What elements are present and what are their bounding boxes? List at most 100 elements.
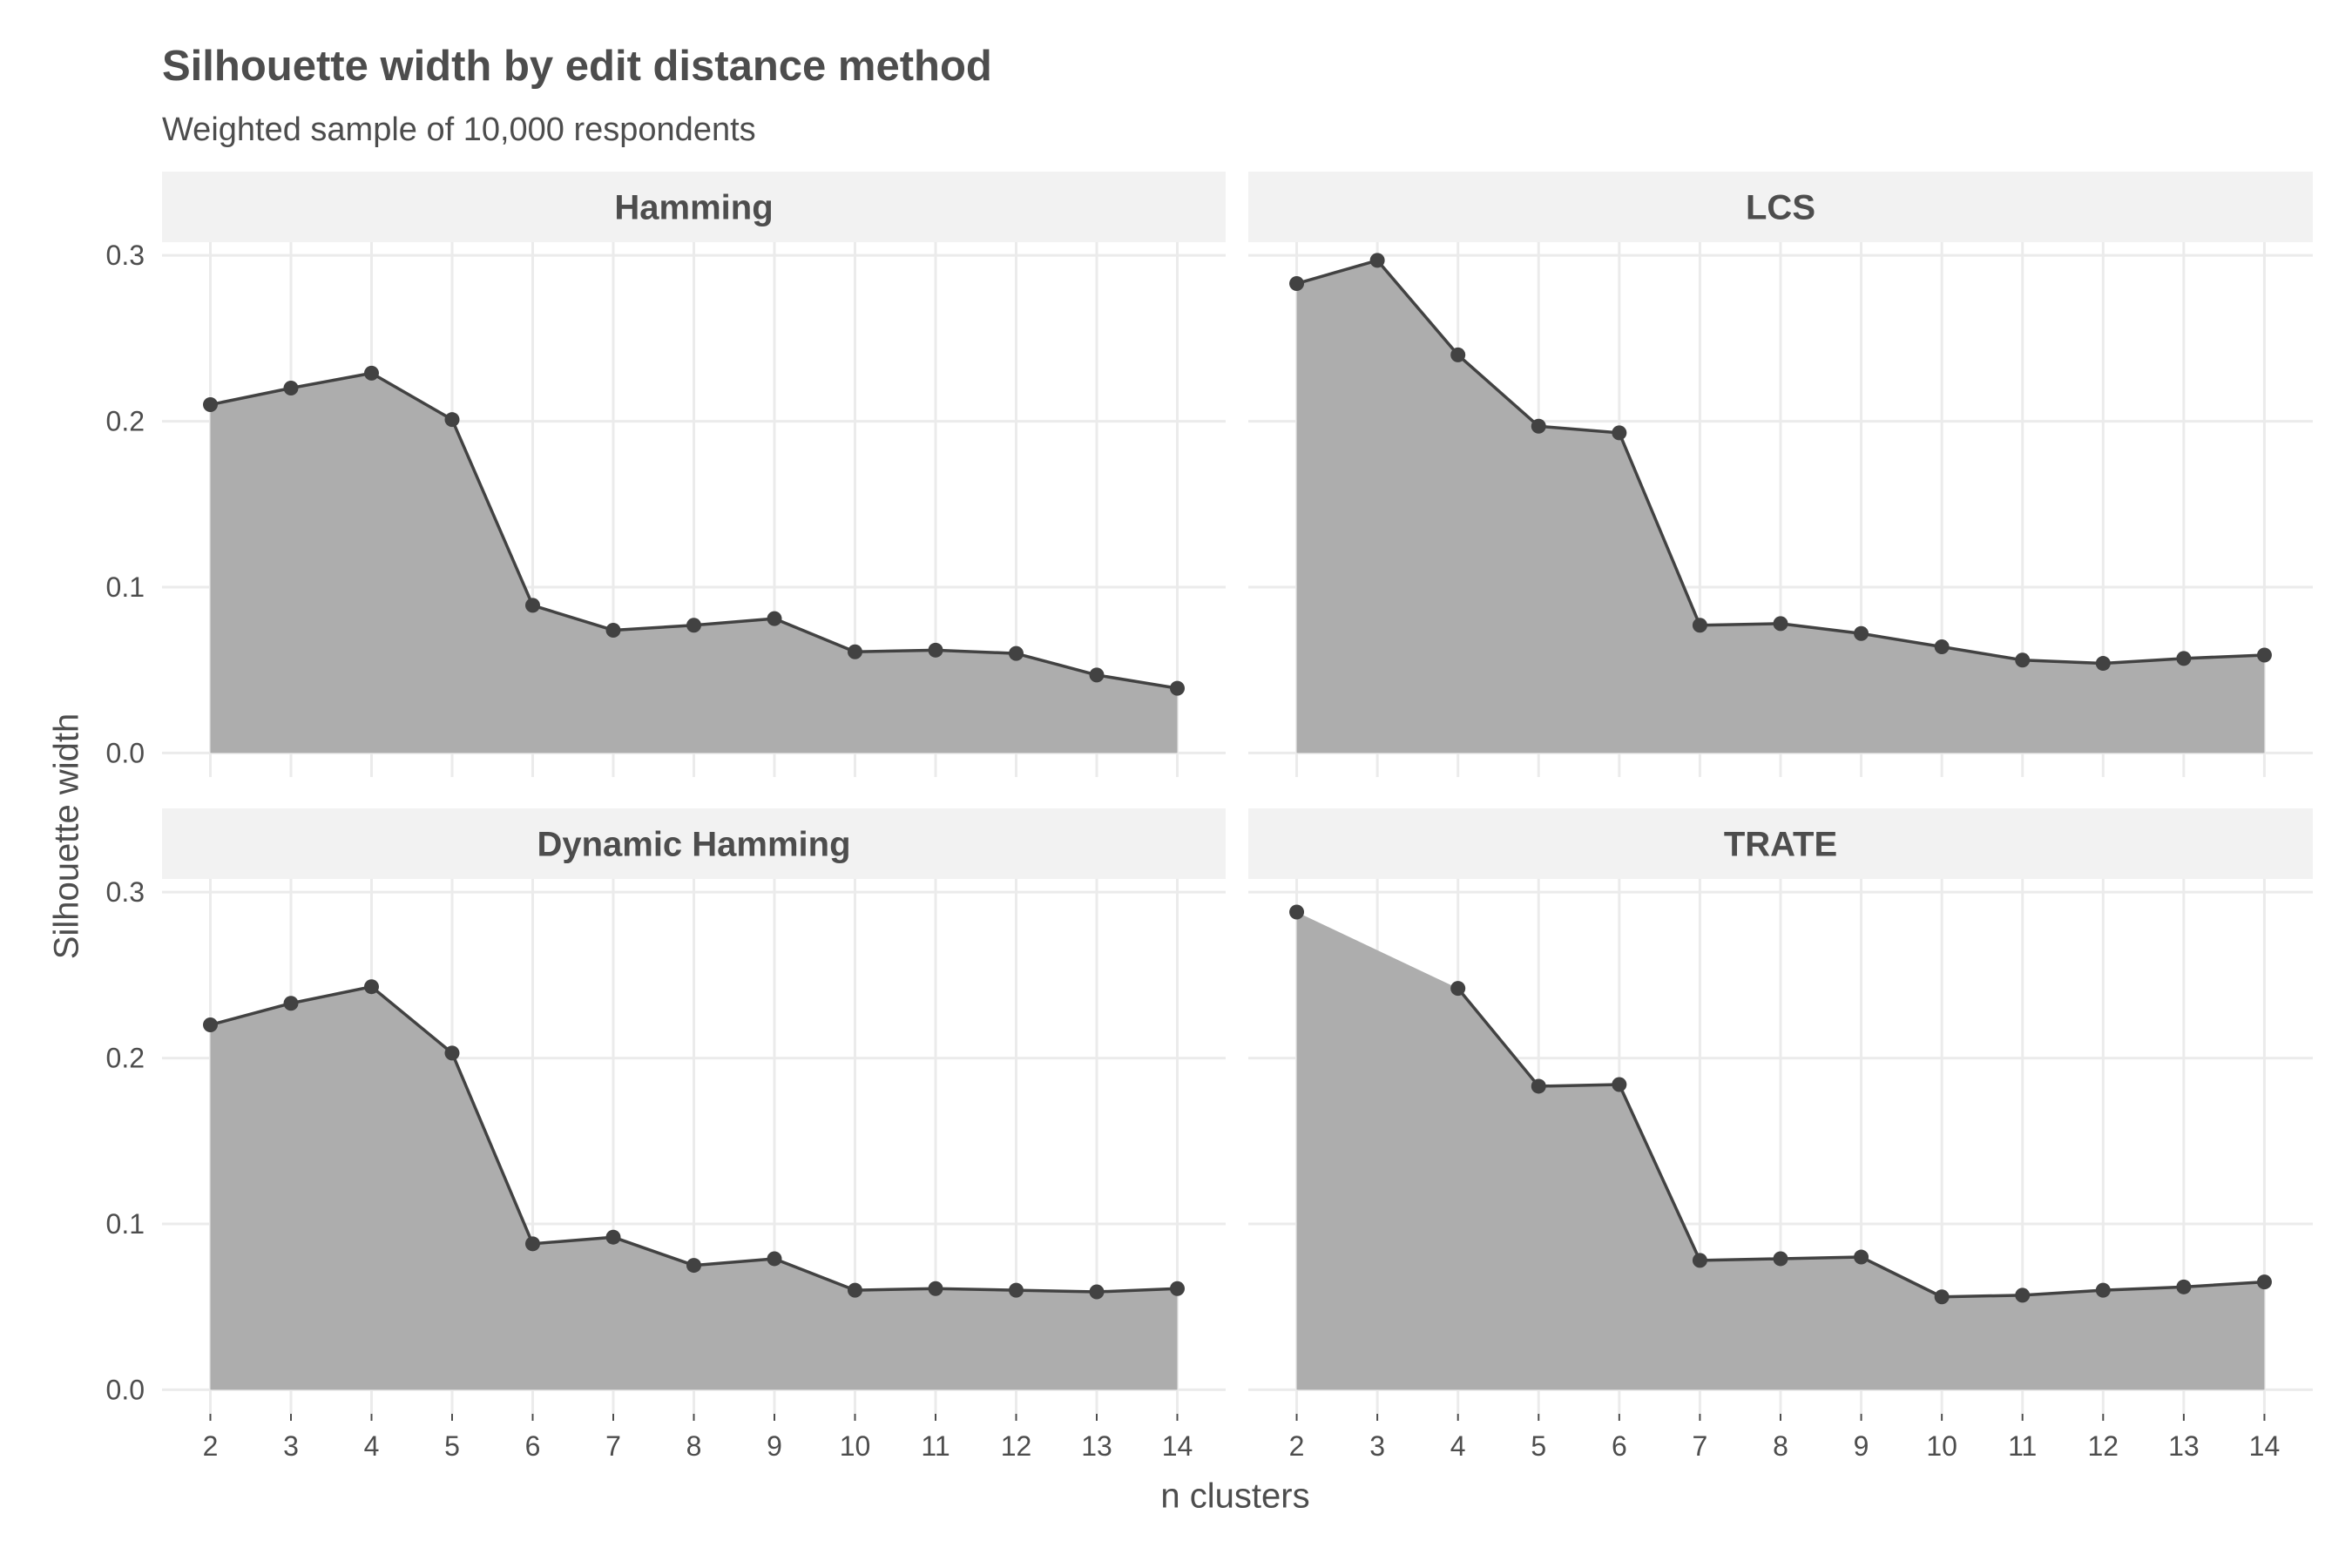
data-point-lcs-5 [1531, 418, 1546, 434]
data-point-hamming-5 [444, 412, 460, 428]
facet-strip-dynamic-hamming [162, 808, 1226, 879]
data-point-hamming-11 [928, 642, 943, 658]
data-point-lcs-11 [2015, 652, 2031, 668]
x-tick-label: 4 [1450, 1430, 1466, 1462]
y-tick-label: 0.2 [106, 1043, 145, 1074]
data-point-lcs-10 [1934, 639, 1950, 655]
x-tick-label: 12 [2088, 1430, 2119, 1462]
data-point-trate-7 [1692, 1253, 1707, 1268]
data-point-trate-5 [1531, 1078, 1546, 1094]
x-tick-label: 3 [283, 1430, 299, 1462]
data-point-hamming-8 [686, 618, 701, 633]
data-point-lcs-13 [2176, 651, 2192, 666]
data-point-lcs-7 [1692, 618, 1707, 633]
data-point-dynamic-hamming-11 [928, 1281, 943, 1296]
facet-strip-lcs [1248, 172, 2313, 242]
data-point-trate-8 [1773, 1251, 1788, 1267]
data-point-hamming-14 [1170, 680, 1185, 696]
data-point-dynamic-hamming-14 [1170, 1281, 1185, 1296]
data-point-hamming-6 [525, 598, 540, 613]
x-tick-label: 6 [1612, 1430, 1627, 1462]
y-tick-label: 0.1 [106, 571, 145, 603]
y-tick-label: 0.3 [106, 876, 145, 908]
x-tick-label: 9 [1854, 1430, 1869, 1462]
facet-title-lcs: LCS [1746, 189, 1815, 227]
data-point-dynamic-hamming-12 [1009, 1282, 1024, 1298]
data-point-trate-6 [1612, 1077, 1627, 1092]
x-tick-label: 2 [203, 1430, 219, 1462]
y-tick-label: 0.2 [106, 406, 145, 437]
y-tick-label: 0.1 [106, 1208, 145, 1240]
x-tick-label: 14 [1162, 1430, 1193, 1462]
data-point-lcs-2 [1289, 276, 1305, 292]
x-tick-label: 6 [525, 1430, 541, 1462]
data-point-trate-12 [2095, 1282, 2111, 1298]
facet-title-trate: TRATE [1724, 826, 1837, 864]
facet-title-dynamic-hamming: Dynamic Hamming [537, 826, 850, 864]
x-tick-label: 10 [840, 1430, 871, 1462]
data-point-lcs-8 [1773, 616, 1788, 632]
x-tick-label: 3 [1369, 1430, 1385, 1462]
x-tick-label: 8 [1773, 1430, 1788, 1462]
x-tick-label: 7 [1693, 1430, 1708, 1462]
x-tick-label: 13 [1081, 1430, 1112, 1462]
data-point-dynamic-hamming-6 [525, 1236, 540, 1252]
data-point-lcs-9 [1854, 625, 1869, 641]
x-axis-label: n clusters [1160, 1477, 1310, 1516]
x-tick-label: 11 [2008, 1430, 2037, 1462]
x-tick-label: 4 [364, 1430, 380, 1462]
data-point-hamming-4 [364, 365, 379, 381]
data-point-dynamic-hamming-5 [444, 1045, 460, 1061]
data-point-lcs-3 [1369, 253, 1385, 268]
facet-title-hamming: Hamming [614, 189, 773, 227]
data-point-dynamic-hamming-2 [203, 1017, 218, 1032]
facet-strip-trate [1248, 808, 2313, 879]
data-point-lcs-12 [2095, 656, 2111, 672]
data-point-trate-2 [1289, 904, 1305, 920]
data-point-dynamic-hamming-10 [848, 1282, 862, 1298]
x-tick-label: 10 [1926, 1430, 1957, 1462]
data-point-hamming-13 [1089, 667, 1105, 683]
y-tick-label: 0.0 [106, 737, 145, 768]
area-trate [1296, 912, 2265, 1390]
data-point-dynamic-hamming-8 [686, 1258, 701, 1274]
y-tick-label: 0.3 [106, 240, 145, 271]
data-point-dynamic-hamming-13 [1089, 1284, 1105, 1300]
data-point-trate-4 [1450, 981, 1466, 997]
x-tick-label: 9 [767, 1430, 782, 1462]
data-point-trate-11 [2015, 1288, 2031, 1303]
chart-subtitle: Weighted sample of 10,000 respondents [162, 112, 756, 148]
data-point-lcs-4 [1450, 347, 1466, 362]
data-point-hamming-9 [767, 611, 782, 626]
data-point-dynamic-hamming-7 [605, 1229, 621, 1245]
x-tick-label: 2 [1289, 1430, 1305, 1462]
data-point-lcs-14 [2256, 647, 2272, 663]
data-point-hamming-3 [283, 380, 299, 395]
data-point-lcs-6 [1612, 425, 1627, 441]
y-tick-label: 0.0 [106, 1374, 145, 1405]
data-point-trate-14 [2256, 1274, 2272, 1290]
data-point-trate-9 [1854, 1249, 1869, 1265]
data-point-hamming-2 [203, 397, 218, 413]
data-point-dynamic-hamming-9 [767, 1251, 782, 1267]
x-tick-label: 7 [605, 1430, 621, 1462]
area-hamming [210, 373, 1178, 754]
x-tick-label: 13 [2168, 1430, 2200, 1462]
data-point-dynamic-hamming-3 [283, 996, 299, 1011]
x-tick-label: 5 [1531, 1430, 1546, 1462]
data-point-dynamic-hamming-4 [364, 979, 379, 995]
facet-strip-hamming [162, 172, 1226, 242]
data-point-hamming-12 [1009, 645, 1024, 661]
x-tick-label: 14 [2249, 1430, 2281, 1462]
data-point-hamming-7 [605, 622, 621, 638]
area-lcs [1296, 260, 2265, 754]
data-point-trate-10 [1934, 1289, 1950, 1305]
x-tick-label: 8 [686, 1430, 702, 1462]
x-tick-label: 12 [1001, 1430, 1032, 1462]
x-tick-label: 11 [921, 1430, 950, 1462]
data-point-hamming-10 [848, 644, 862, 659]
data-point-trate-13 [2176, 1279, 2192, 1294]
chart-title: Silhouette width by edit distance method [162, 43, 992, 90]
x-tick-label: 5 [444, 1430, 460, 1462]
